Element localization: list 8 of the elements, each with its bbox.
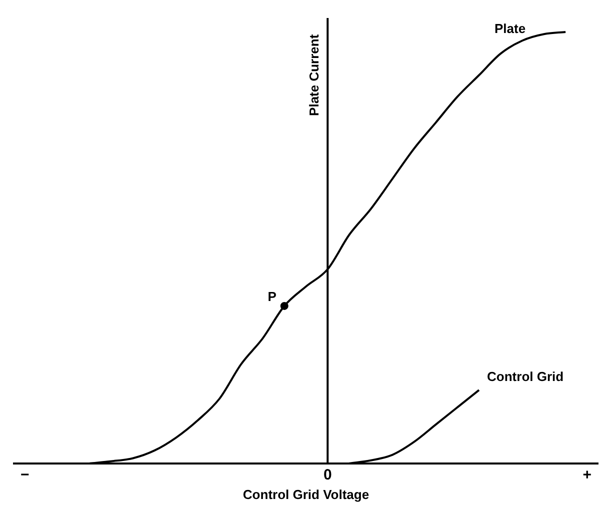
x-tick-label: 0 — [323, 466, 332, 484]
series-label: Control Grid — [487, 369, 564, 384]
x-tick-label: + — [582, 466, 592, 484]
x-tick-label: − — [20, 466, 30, 484]
series-label: P — [268, 289, 277, 304]
y-axis-title: Plate Current — [306, 34, 322, 116]
x-axis-title: Control Grid Voltage — [242, 486, 370, 502]
series-label: Plate — [494, 21, 526, 36]
